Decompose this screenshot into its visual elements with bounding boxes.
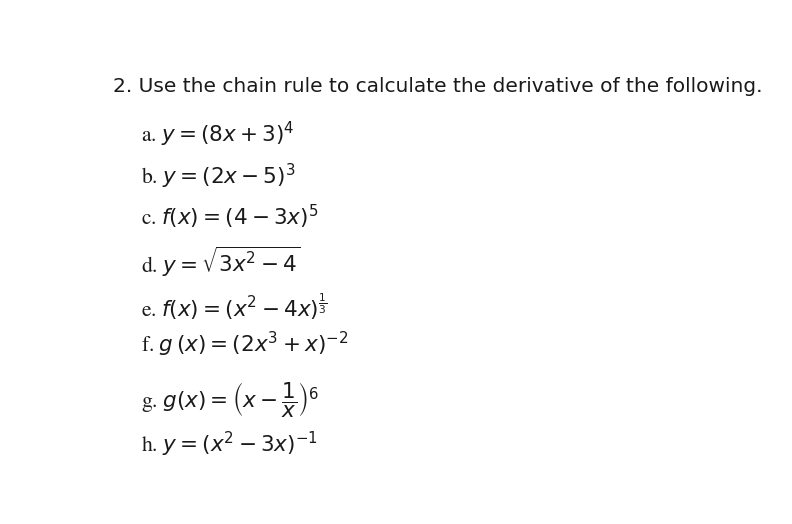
- Text: 2. Use the chain rule to calculate the derivative of the following.: 2. Use the chain rule to calculate the d…: [112, 77, 762, 96]
- Text: e. $f(x) = (x^2 - 4x)^{\frac{1}{3}}$: e. $f(x) = (x^2 - 4x)^{\frac{1}{3}}$: [141, 292, 327, 322]
- Text: a. $y = (8x + 3)^{4}$: a. $y = (8x + 3)^{4}$: [141, 120, 294, 149]
- Text: f. $g\,(x) = (2x^3 + x)^{-2}$: f. $g\,(x) = (2x^3 + x)^{-2}$: [141, 330, 348, 359]
- Text: h. $y = (x^2 - 3x)^{-1}$: h. $y = (x^2 - 3x)^{-1}$: [141, 430, 318, 459]
- Text: d. $y = \sqrt{3x^2 - 4}$: d. $y = \sqrt{3x^2 - 4}$: [141, 245, 301, 279]
- Text: c. $f(x) = (4 - 3x)^{5}$: c. $f(x) = (4 - 3x)^{5}$: [141, 203, 318, 232]
- Text: g. $g(x) = \left(x - \dfrac{1}{x}\right)^{6}$: g. $g(x) = \left(x - \dfrac{1}{x}\right)…: [141, 379, 319, 419]
- Text: b. $y = (2x - 5)^{3}$: b. $y = (2x - 5)^{3}$: [141, 162, 295, 191]
